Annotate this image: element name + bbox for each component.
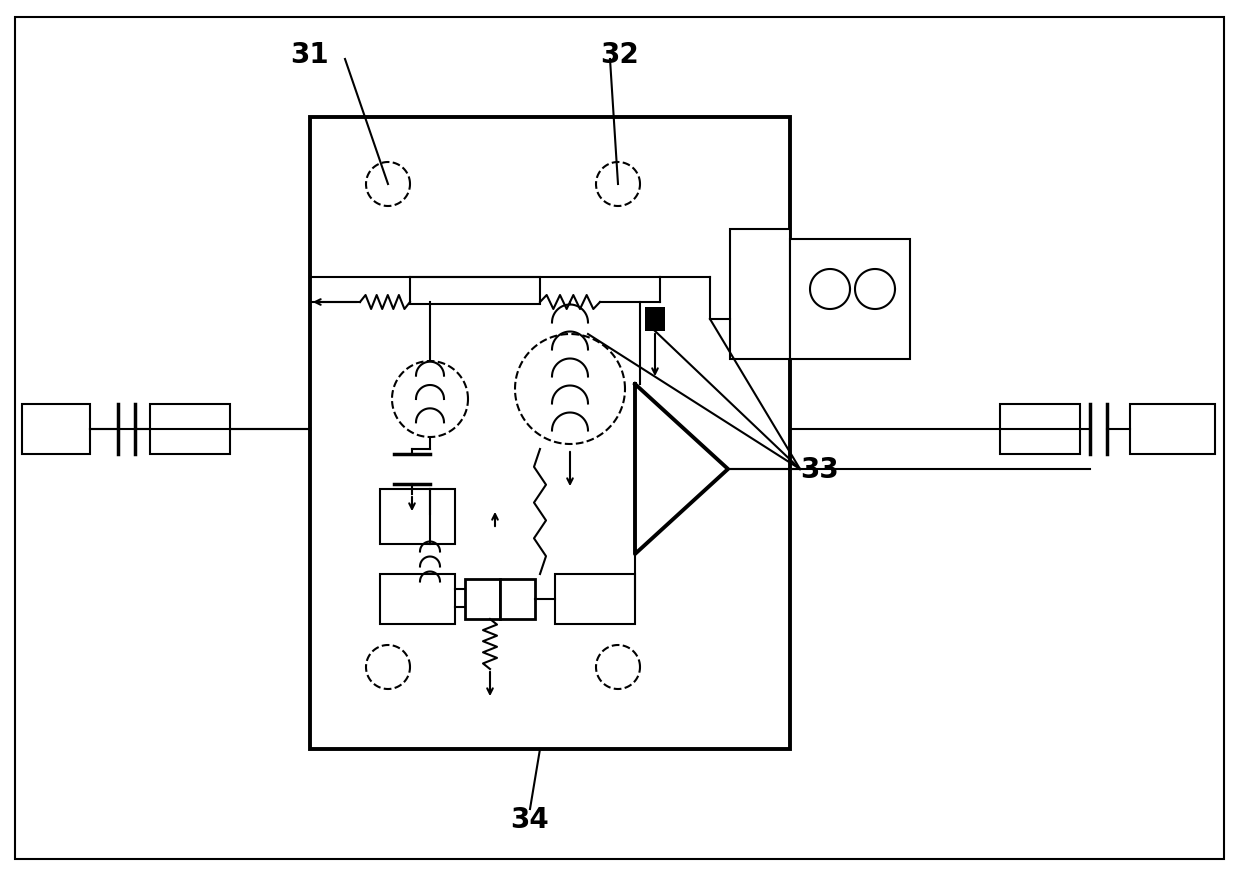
- Bar: [790, 239, 909, 360]
- Bar: [555, 574, 636, 624]
- Bar: [1000, 404, 1080, 454]
- Bar: [730, 230, 790, 360]
- Text: 33: 33: [800, 455, 839, 483]
- Bar: [501, 580, 535, 619]
- Bar: [22, 404, 90, 454]
- Text: 32: 32: [601, 41, 639, 69]
- Bar: [150, 404, 230, 454]
- Bar: [465, 580, 501, 619]
- Text: 34: 34: [510, 805, 549, 833]
- Bar: [380, 574, 455, 624]
- Bar: [646, 308, 665, 332]
- Text: 31: 31: [291, 41, 330, 69]
- Bar: [410, 278, 540, 304]
- Bar: [380, 489, 455, 545]
- Bar: [1130, 404, 1215, 454]
- Bar: [310, 118, 790, 749]
